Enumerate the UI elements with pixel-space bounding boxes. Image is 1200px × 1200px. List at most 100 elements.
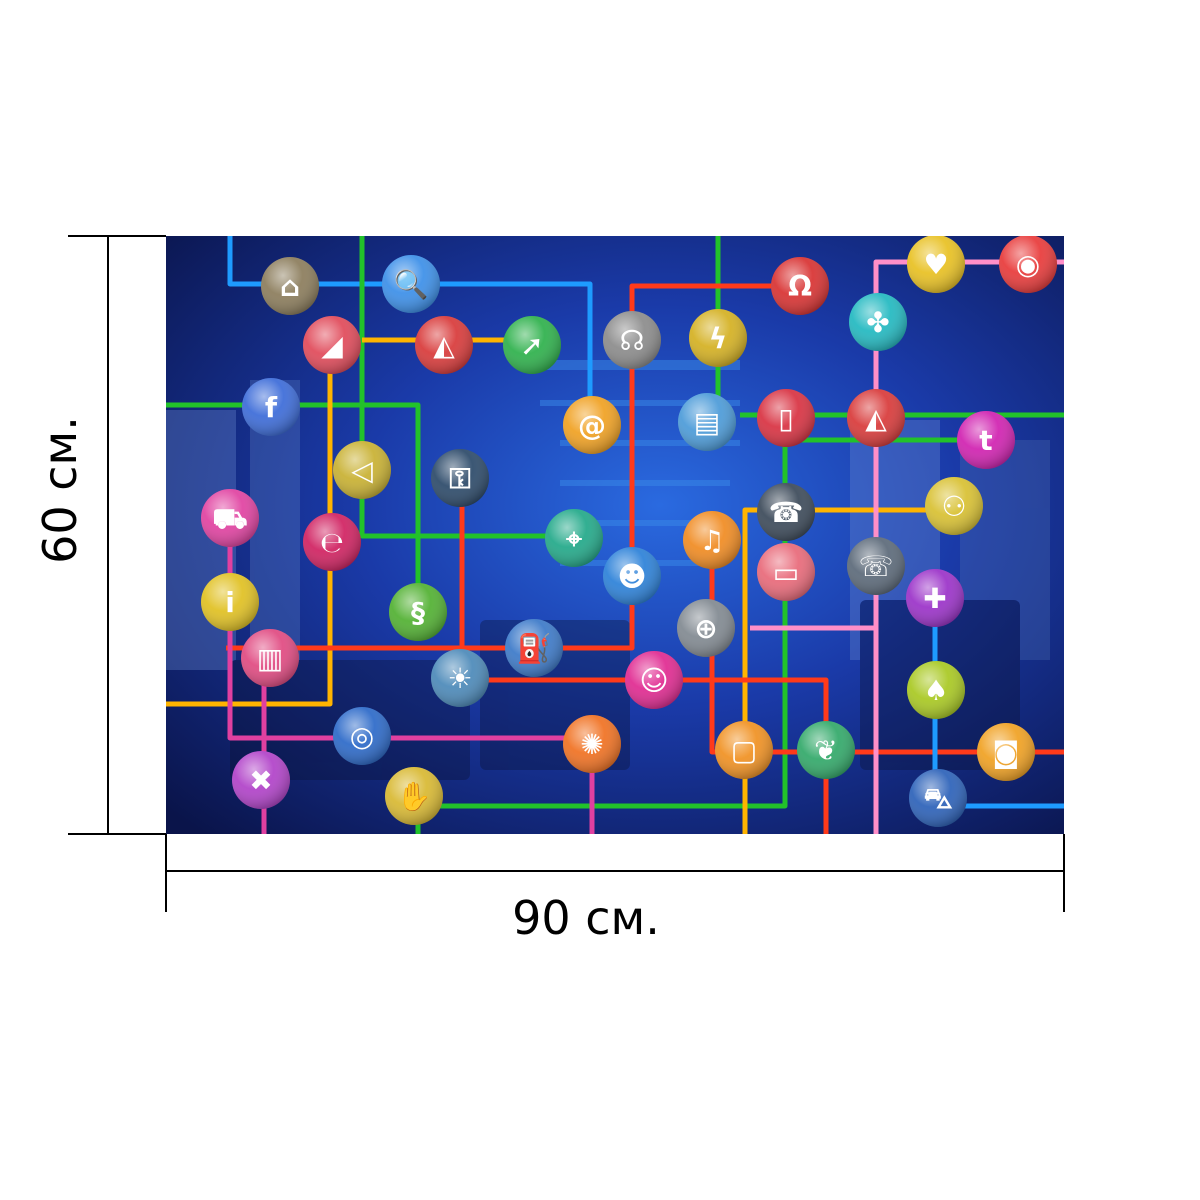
tree-icon: ♠ [907,661,965,719]
usb-icon: ▢ [715,721,773,779]
svg-text:⚿: ⚿ [449,462,470,495]
at-sign-icon: @ [563,396,621,454]
svg-text:◎: ◎ [350,720,374,753]
svg-text:☎: ☎ [769,496,804,529]
svg-text:Ω: Ω [788,270,812,303]
dimension-markers [68,235,1065,912]
svg-text:◭: ◭ [433,329,455,362]
tv-icon: ▭ [757,543,815,601]
svg-text:✋: ✋ [397,780,432,813]
camera-icon: ◉ [999,236,1057,293]
clover-icon: ✤ [849,293,907,351]
svg-text:☀: ☀ [447,662,472,695]
lock-icon: ⚿ [431,449,489,507]
connection-line [359,236,580,539]
connection-line [166,340,333,707]
bird-icon: ❦ [797,721,855,779]
svg-text:⛽: ⛽ [517,632,552,665]
width-label: 90 см. [512,891,660,945]
svg-text:☏: ☏ [858,550,893,583]
svg-text:℮: ℮ [320,526,344,559]
first-aid-icon: ✚ [906,569,964,627]
info-icon: i [201,573,259,631]
connection-line [459,283,800,651]
heart-icon: ♥ [907,236,965,293]
wireless-icon: ◎ [333,707,391,765]
satellite-icon: ⌖ [545,509,603,567]
connection-line [460,677,829,834]
svg-text:t: t [979,424,992,457]
hand-icon: ✋ [385,767,443,825]
eraser-icon-2: ◭ [847,389,905,447]
svg-text:i: i [225,586,235,619]
telephone-icon: ☏ [847,537,905,595]
headphones-icon: Ω [771,257,829,315]
user-icon: ☻ [603,547,661,605]
fuel-icon: ⛽ [505,619,563,677]
svg-text:♫: ♫ [699,524,724,557]
svg-text:ϟ: ϟ [709,322,727,355]
music-icon: ♫ [683,511,741,569]
phone-icon: ▯ [757,389,815,447]
document-icon: ▤ [678,393,736,451]
svg-text:☺: ☺ [639,664,668,697]
svg-text:➚: ➚ [520,329,543,362]
svg-text:▤: ▤ [694,406,720,439]
eraser-icon: ◭ [415,316,473,374]
facebook-icon: f [242,378,300,436]
idea-icon: ☀ [431,649,489,707]
svg-text:☊: ☊ [620,324,645,357]
svg-text:◢: ◢ [321,329,343,362]
svg-text:f: f [265,391,278,424]
svg-text:♠: ♠ [923,674,948,707]
headset-icon: ☊ [603,311,661,369]
svg-text:✤: ✤ [866,306,889,339]
book-icon: ▥ [241,629,299,687]
ear-icon: ℮ [303,513,361,571]
tumblr-icon: t [957,411,1015,469]
globe-icon: ⊕ [677,599,735,657]
svg-text:☻: ☻ [617,560,646,593]
mobile-icon: ☎ [757,483,815,541]
svg-text:▢: ▢ [731,734,757,767]
svg-text:⊕: ⊕ [694,612,717,645]
artwork: ⌂ 🔍 ◢ ◭ ➚ ☊ ϟ Ω ♥ ◉ f @ ▤ ▯ ◭ ✤ t ◁ ⚿ ⛟ ℮ ⌖ ☻ ♫ ☎ ⚇ ▭ ☏ ✚ i § ⛽ ▥ ☀ ☺ ⊕ ♠ ◎ ✺ ▢… [166,236,1064,834]
svg-text:✺: ✺ [580,728,603,761]
cart-icon: ⛟ [201,489,259,547]
svg-text:✚: ✚ [923,582,946,615]
chat-user-icon: ☺ [625,651,683,709]
svg-text:§: § [411,596,425,629]
tools-icon: ✖ [232,751,290,809]
svg-text:▥: ▥ [257,642,283,675]
svg-text:◭: ◭ [865,402,887,435]
photo-camera-icon: ◙ [977,723,1035,781]
svg-text:◉: ◉ [1016,248,1040,281]
svg-text:✖: ✖ [249,764,272,797]
cctv-icon: ◢ [303,316,361,374]
svg-text:⌖: ⌖ [566,522,582,555]
car-icon: ⛍ [909,769,967,827]
mute-icon: ◁ [333,441,391,499]
cursor-icon: ➚ [503,316,561,374]
svg-text:◙: ◙ [992,736,1019,769]
sun-icon: ✺ [563,715,621,773]
toolbox-icon: ⌂ [261,257,319,315]
height-label: 60 см. [33,416,87,564]
svg-text:⛟: ⛟ [212,502,247,535]
svg-text:⌂: ⌂ [280,270,300,303]
icon-layer: ⌂ 🔍 ◢ ◭ ➚ ☊ ϟ Ω ♥ ◉ f @ ▤ ▯ ◭ ✤ t ◁ ⚿ ⛟ ℮ ⌖ ☻ ♫ ☎ ⚇ ▭ ☏ ✚ i § ⛽ ▥ ☀ ☺ ⊕ ♠ ◎ ✺ ▢… [201,236,1057,827]
svg-text:⛍: ⛍ [924,782,953,815]
svg-text:@: @ [578,409,606,442]
search-icon: 🔍 [382,255,440,313]
svg-text:▭: ▭ [773,556,799,589]
speech-icon: ϟ [689,309,747,367]
svg-text:🔍: 🔍 [394,266,429,301]
svg-text:⚇: ⚇ [941,490,966,523]
svg-text:♥: ♥ [923,248,948,281]
svg-text:▯: ▯ [778,402,793,435]
family-icon: ⚇ [925,477,983,535]
svg-text:❦: ❦ [814,734,837,767]
svg-text:◁: ◁ [351,454,373,487]
section-icon: § [389,583,447,641]
